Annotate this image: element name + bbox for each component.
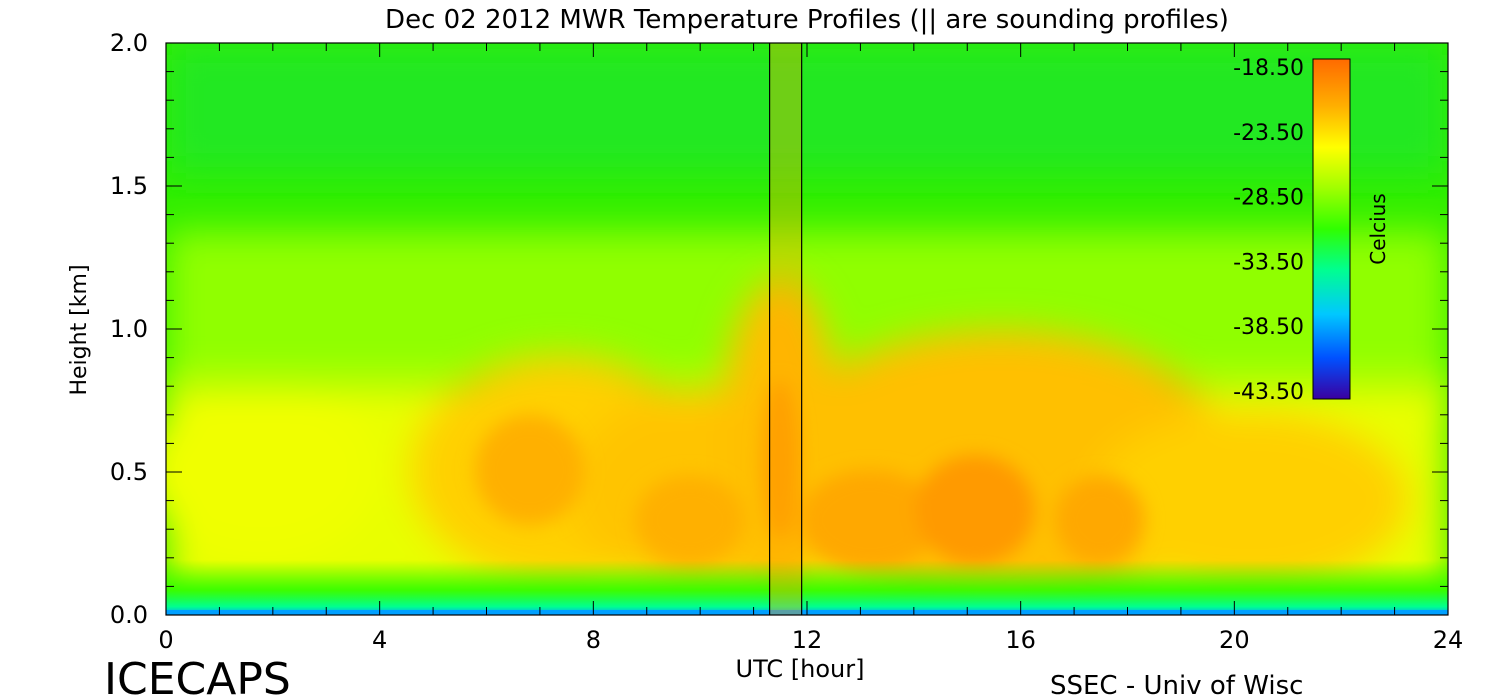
x-tick-label: 24 bbox=[1433, 626, 1464, 654]
y-tick-label: 2.0 bbox=[110, 29, 148, 57]
temperature-field bbox=[166, 43, 1448, 615]
axis-ticks: 0 4 8 12 16 20 24 0.0 0.5 1.0 1.5 2.0 bbox=[110, 29, 1463, 654]
colorbar-label: Celcius bbox=[1366, 193, 1390, 264]
x-tick-label: 8 bbox=[586, 626, 601, 654]
x-tick-label: 16 bbox=[1005, 626, 1036, 654]
x-axis-label: UTC [hour] bbox=[736, 655, 865, 683]
colorbar-tick-label: -28.50 bbox=[1233, 186, 1304, 211]
colorbar-tick-label: -18.50 bbox=[1233, 56, 1304, 81]
y-tick-label: 1.0 bbox=[110, 315, 148, 343]
colorbar-tick-label: -23.50 bbox=[1233, 121, 1304, 146]
x-tick-label: 0 bbox=[158, 626, 173, 654]
colorbar-tick-label: -33.50 bbox=[1233, 250, 1304, 275]
y-tick-label: 1.5 bbox=[110, 172, 148, 200]
x-tick-label: 20 bbox=[1219, 626, 1250, 654]
sounding-column bbox=[769, 43, 802, 615]
icecaps-label: ICECAPS bbox=[104, 654, 291, 700]
colorbar bbox=[1312, 58, 1351, 400]
x-tick-label: 12 bbox=[792, 626, 823, 654]
y-tick-label: 0.0 bbox=[110, 601, 148, 629]
y-axis-label: Height [km] bbox=[67, 264, 92, 395]
chart-title: Dec 02 2012 MWR Temperature Profiles (||… bbox=[385, 5, 1229, 35]
ssec-label: SSEC - Univ of Wisc bbox=[1050, 671, 1303, 700]
x-tick-label: 4 bbox=[372, 626, 387, 654]
colorbar-tick-label: -38.50 bbox=[1233, 315, 1304, 340]
colorbar-tick-label: -43.50 bbox=[1233, 380, 1304, 405]
colorbar-ticks: -18.50 -23.50 -28.50 -33.50 -38.50 -43.50 bbox=[1233, 56, 1304, 405]
y-tick-label: 0.5 bbox=[110, 458, 148, 486]
sounding-markers bbox=[769, 43, 803, 615]
